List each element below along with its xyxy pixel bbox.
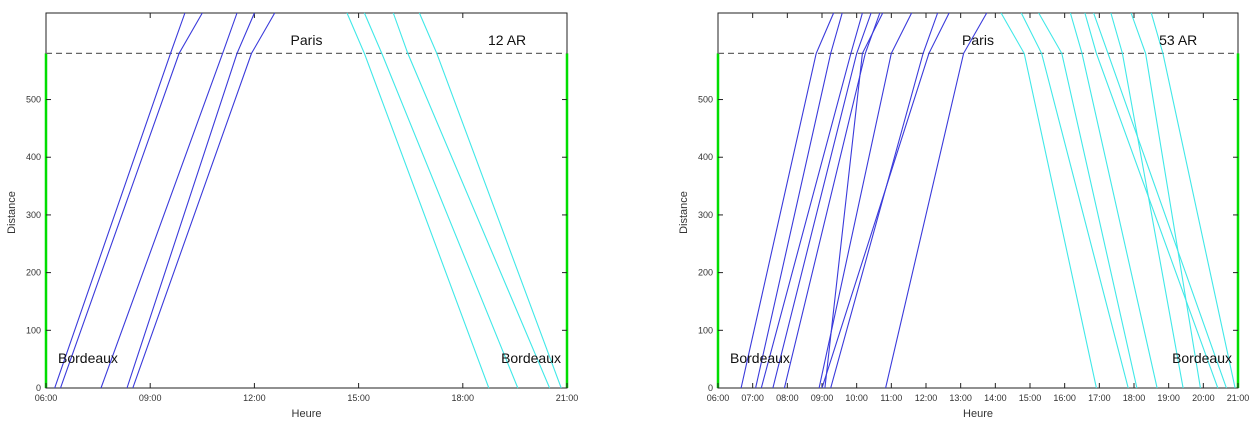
bordeaux-label-right: Bordeaux	[501, 350, 561, 366]
train-path-to-paris-2	[59, 12, 203, 389]
x-tick-label: 21:00	[556, 393, 579, 403]
train-path-to-bordeaux-8	[1130, 12, 1201, 389]
train-path-to-bordeaux-7	[1110, 12, 1184, 389]
train-path-to-paris-5	[783, 12, 881, 389]
y-tick-label: 500	[698, 95, 713, 105]
chart-panel-2: 06:00 07:00 08:00 09:00 10:00 11:00 12:00 13:00…	[678, 12, 1250, 420]
train-path-to-bordeaux-3	[392, 12, 551, 389]
train-path-to-bordeaux-1	[1000, 12, 1097, 389]
train-path-to-paris-1	[54, 12, 186, 389]
x-tick-label: 09:00	[139, 393, 162, 403]
x-tick-label: 13:00	[949, 393, 972, 403]
train-path-to-bordeaux-4	[418, 12, 562, 389]
train-path-to-paris-7	[824, 12, 884, 389]
train-path-to-bordeaux-1	[346, 12, 490, 389]
train-path-to-paris-10	[830, 12, 939, 389]
x-tick-label: 20:00	[1192, 393, 1215, 403]
x-tick-label: 19:00	[1157, 393, 1180, 403]
y-tick-label: 100	[26, 325, 41, 335]
train-path-to-bordeaux-2	[363, 12, 519, 389]
x-tick-label: 18:00	[1123, 393, 1146, 403]
x-tick-label: 17:00	[1088, 393, 1111, 403]
train-path-to-paris-6	[818, 12, 913, 389]
train-path-to-bordeaux-2	[1020, 12, 1129, 389]
train-path-to-paris-1	[740, 12, 835, 389]
train-path-to-paris-3	[760, 12, 863, 389]
y-tick-label: 0	[36, 383, 41, 393]
train-path-to-paris-4	[772, 12, 872, 389]
x-tick-label: 12:00	[243, 393, 266, 403]
train-path-to-bordeaux-5	[1084, 12, 1219, 389]
train-path-to-paris-9	[821, 12, 950, 389]
y-tick-label: 500	[26, 95, 41, 105]
train-path-to-paris-4	[126, 12, 255, 389]
bordeaux-label-right: Bordeaux	[1172, 350, 1232, 366]
train-path-to-bordeaux-3	[1038, 12, 1138, 389]
y-tick-label: 200	[698, 268, 713, 278]
x-axis-label: Heure	[292, 408, 322, 420]
x-tick-label: 14:00	[984, 393, 1007, 403]
train-path-to-paris-5	[132, 12, 276, 389]
y-tick-label: 0	[708, 383, 713, 393]
y-tick-label: 100	[698, 325, 713, 335]
y-tick-label: 400	[26, 152, 41, 162]
train-path-to-bordeaux-9	[1150, 12, 1236, 389]
y-tick-label: 200	[26, 268, 41, 278]
y-tick-label: 400	[698, 152, 713, 162]
x-tick-label: 10:00	[845, 393, 868, 403]
y-axis-label: Distance	[678, 191, 690, 234]
chart-panel-1: 06:00 09:00 12:00 15:00 18:00 21:00 0 100 200 300…	[6, 12, 579, 420]
y-axis-label: Distance	[6, 191, 18, 234]
plot-frame	[45, 12, 568, 389]
train-path-to-bordeaux-6	[1093, 12, 1227, 389]
x-tick-label: 09:00	[811, 393, 834, 403]
x-tick-label: 21:00	[1227, 393, 1250, 403]
train-path-to-paris-2	[755, 12, 843, 389]
train-path-to-bordeaux-4	[1069, 12, 1158, 389]
x-axis-label: Heure	[963, 408, 993, 420]
x-tick-label: 07:00	[741, 393, 764, 403]
x-tick-label: 15:00	[1019, 393, 1042, 403]
train-count-label: 53 AR	[1159, 32, 1197, 48]
x-tick-label: 06:00	[707, 393, 730, 403]
x-tick-label: 12:00	[915, 393, 938, 403]
train-count-label: 12 AR	[488, 32, 526, 48]
bordeaux-label-left: Bordeaux	[58, 350, 118, 366]
x-tick-label: 15:00	[347, 393, 370, 403]
bordeaux-label-left: Bordeaux	[730, 350, 790, 366]
y-tick-label: 300	[26, 210, 41, 220]
x-tick-label: 11:00	[880, 393, 902, 403]
x-tick-label: 08:00	[776, 393, 799, 403]
paris-label: Paris	[291, 32, 323, 48]
x-tick-label: 18:00	[452, 393, 475, 403]
y-tick-label: 300	[698, 210, 713, 220]
paris-label: Paris	[962, 32, 994, 48]
x-tick-label: 16:00	[1053, 393, 1076, 403]
x-tick-label: 06:00	[35, 393, 58, 403]
train-path-to-paris-8	[885, 12, 988, 389]
train-path-to-paris-3	[100, 12, 238, 389]
